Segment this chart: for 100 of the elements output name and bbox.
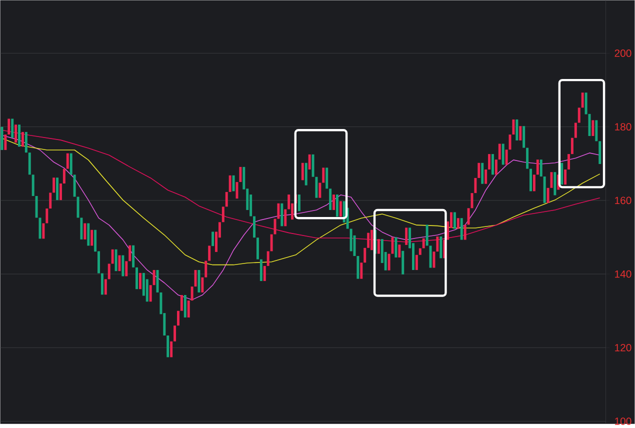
- candlestick: [377, 238, 380, 254]
- candlestick: [14, 124, 18, 142]
- candlestick: [529, 168, 532, 192]
- candlestick: [284, 209, 287, 226]
- candlestick: [581, 92, 584, 108]
- candlestick: [356, 256, 360, 279]
- candlestick: [543, 176, 546, 203]
- candlestick: [332, 194, 335, 210]
- y-tick-label: 100: [615, 417, 632, 425]
- candlestick: [554, 172, 556, 196]
- candlestick: [440, 236, 442, 258]
- candlestick: [315, 176, 318, 198]
- candlestick: [595, 120, 598, 142]
- candlestick: [253, 216, 256, 238]
- candlestick: [132, 245, 135, 268]
- candlestick: [364, 248, 366, 262]
- candlestick: [436, 236, 439, 252]
- candlestick: [118, 255, 121, 271]
- candlestick: [170, 341, 173, 358]
- candlestick: [470, 192, 474, 208]
- candlestick: [66, 153, 69, 169]
- candlestick: [100, 273, 104, 295]
- candlestick: [35, 196, 38, 218]
- candlestick: [550, 172, 553, 188]
- y-tick-label: 160: [615, 196, 632, 204]
- candlestick: [4, 134, 7, 150]
- candlestick: [304, 162, 308, 186]
- candlestick: [418, 248, 422, 255]
- y-tick-label: 120: [615, 344, 632, 352]
- candlestick: [114, 249, 118, 271]
- candlestick: [388, 254, 390, 270]
- candlestick: [574, 122, 577, 138]
- candlestick: [301, 162, 304, 180]
- candlestick: [18, 124, 21, 147]
- candlestick: [174, 325, 176, 342]
- candlestick: [526, 148, 529, 169]
- candlestick: [460, 218, 463, 240]
- candlestick: [280, 203, 284, 226]
- candlestick: [546, 188, 550, 203]
- candlestick: [187, 300, 190, 318]
- candlestick: [236, 182, 238, 198]
- candlestick: [136, 267, 138, 289]
- candlestick: [484, 169, 488, 184]
- candlestick: [80, 218, 83, 240]
- candlestick: [49, 192, 52, 208]
- candlestick: [516, 119, 518, 140]
- candlestick: [322, 168, 325, 183]
- candlestick: [138, 272, 142, 289]
- y-tick-label: 200: [614, 49, 632, 57]
- candlestick: [152, 270, 156, 285]
- candlestick: [104, 279, 107, 295]
- candlestick: [184, 294, 186, 318]
- candlestick: [108, 264, 110, 280]
- candlestick: [166, 335, 170, 358]
- candlestick: [21, 132, 24, 147]
- candlestick: [478, 162, 480, 178]
- candlestick: [56, 177, 59, 200]
- candlestick: [464, 224, 466, 240]
- candlestick: [111, 249, 114, 264]
- candlestick: [568, 154, 570, 170]
- candlestick: [90, 230, 94, 246]
- candlestick: [76, 196, 80, 218]
- candlestick: [11, 118, 14, 138]
- candlestick: [508, 134, 512, 150]
- candlestick: [326, 168, 328, 189]
- candlestick: [228, 175, 232, 192]
- candlestick: [208, 246, 211, 261]
- candlestick: [453, 212, 456, 229]
- candlestick: [0, 126, 4, 150]
- candlestick: [128, 245, 132, 262]
- line-series: [2, 130, 600, 242]
- candlestick: [536, 159, 539, 175]
- candlestick: [260, 259, 262, 281]
- candlestick: [87, 223, 90, 246]
- candlestick: [394, 237, 398, 258]
- candlestick: [494, 159, 498, 175]
- candlestick: [481, 162, 484, 184]
- candlestick: [298, 194, 300, 211]
- candlestick: [519, 126, 522, 140]
- candlestick: [277, 203, 280, 219]
- candlestick: [532, 174, 536, 192]
- candlestick: [225, 192, 228, 207]
- candlestick: [308, 154, 311, 170]
- candlestick: [73, 174, 76, 197]
- candlestick: [62, 168, 66, 184]
- candlestick: [398, 244, 401, 258]
- y-tick-label: 180: [615, 122, 632, 130]
- candlestick: [270, 234, 273, 252]
- candlestick: [122, 255, 124, 276]
- candlestick: [432, 251, 436, 268]
- candlestick: [222, 206, 224, 222]
- candlestick: [32, 174, 34, 196]
- candlestick: [402, 250, 404, 274]
- candlestick: [505, 149, 508, 165]
- candlestick: [360, 262, 363, 279]
- candlestick: [540, 159, 542, 176]
- candlestick: [318, 182, 322, 198]
- candlestick: [560, 162, 564, 184]
- candlestick: [204, 260, 208, 278]
- candlestick: [266, 251, 270, 266]
